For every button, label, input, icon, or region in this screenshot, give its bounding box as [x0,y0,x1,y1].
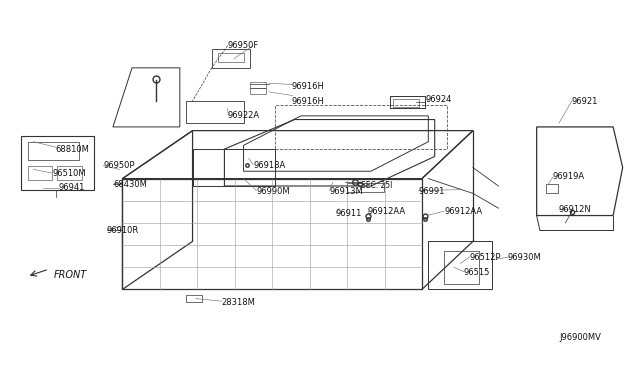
Text: 96991: 96991 [419,187,445,196]
Bar [58,166,82,180]
Text: FRONT: FRONT [54,270,87,280]
Bar [394,99,419,107]
Text: J96900MV: J96900MV [559,333,601,342]
Text: 68810M: 68810M [56,145,90,154]
Text: 96510M: 96510M [52,169,86,177]
Text: 96910R: 96910R [106,226,139,235]
Bar [218,53,244,62]
Bar [348,183,385,192]
Text: 96924: 96924 [425,95,451,104]
Bar [428,241,492,289]
Bar [546,184,557,193]
Bar [275,105,447,149]
Bar [193,149,275,186]
Text: 96990M: 96990M [256,187,290,196]
Text: 96950F: 96950F [228,41,259,50]
Text: 28318M: 28318M [221,298,255,307]
Bar [250,88,266,94]
Text: 96918A: 96918A [253,161,285,170]
Text: 96512P: 96512P [470,253,501,263]
Text: 68430M: 68430M [113,180,147,189]
Text: 96515: 96515 [463,268,490,277]
Text: 96912N: 96912N [559,205,592,215]
Bar [28,166,52,180]
Text: 96916H: 96916H [291,97,324,106]
Bar [20,136,94,190]
Bar [444,251,479,284]
Text: 96950P: 96950P [103,161,135,170]
Text: 96916H: 96916H [291,82,324,91]
Bar [28,142,79,160]
Bar [186,295,202,302]
Text: 96941: 96941 [59,183,85,192]
Text: 96930M: 96930M [508,253,541,263]
Text: 96911: 96911 [336,209,362,218]
Bar [212,49,250,68]
Text: 96913M: 96913M [330,187,364,196]
Text: SEC. 25I: SEC. 25I [362,182,393,190]
Text: 96921: 96921 [572,97,598,106]
Bar [250,81,266,88]
Bar [390,96,425,109]
Text: 96922A: 96922A [228,111,260,121]
Text: 96912AA: 96912AA [368,207,406,217]
Bar [186,101,244,123]
Text: 96912AA: 96912AA [444,207,483,217]
Text: 96919A: 96919A [552,172,585,181]
